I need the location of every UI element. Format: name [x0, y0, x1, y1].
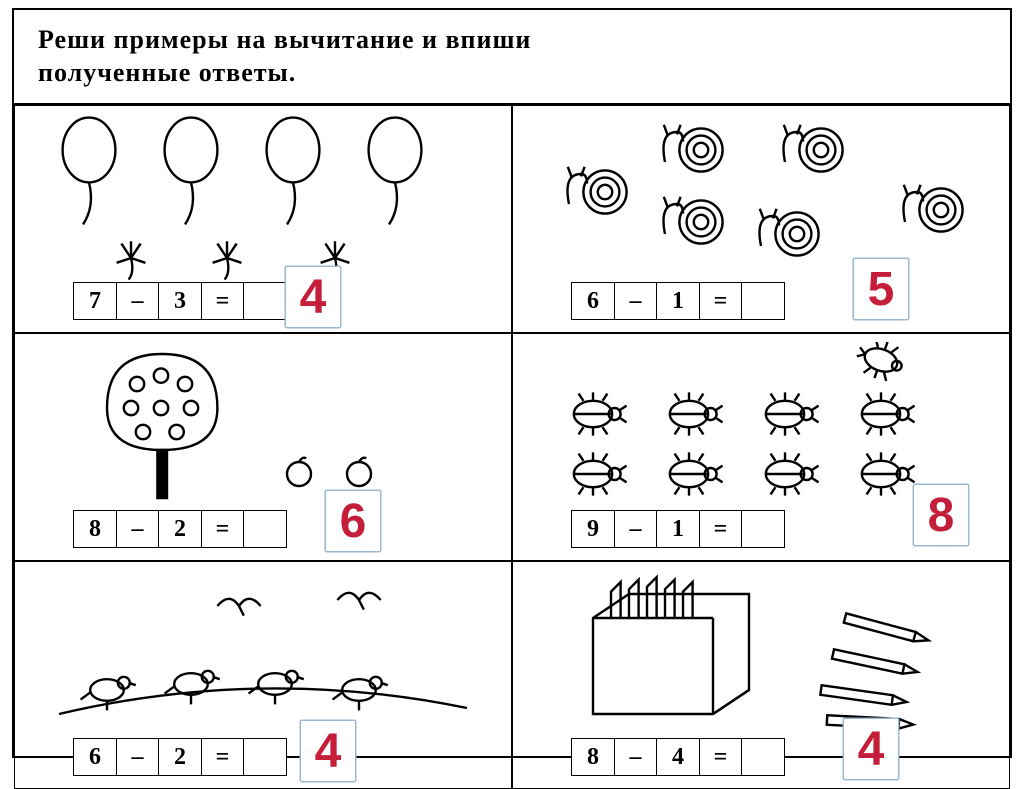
- snails-icon: [521, 114, 1001, 282]
- operand-a: 6: [571, 282, 615, 320]
- operator: –: [614, 282, 658, 320]
- operator: –: [116, 282, 160, 320]
- operand-a: 7: [73, 282, 117, 320]
- equation-row: 8 – 2 =: [73, 510, 503, 548]
- equals: =: [201, 510, 245, 548]
- operand-b: 4: [656, 738, 700, 776]
- balloons-icon: [23, 114, 503, 282]
- answer-card[interactable]: 4: [300, 720, 356, 782]
- operand-b: 1: [656, 510, 700, 548]
- answer-blank[interactable]: [243, 282, 287, 320]
- equals: =: [699, 510, 743, 548]
- equals: =: [699, 282, 743, 320]
- operand-b: 1: [656, 282, 700, 320]
- apple-tree-icon: [23, 342, 503, 510]
- equation-row: 6 – 1 =: [571, 282, 1001, 320]
- answer-value: 5: [868, 262, 895, 317]
- problem-cell-snails: 6 – 1 = 5: [512, 105, 1010, 333]
- operand-b: 3: [158, 282, 202, 320]
- operand-a: 6: [73, 738, 117, 776]
- answer-value: 4: [300, 270, 327, 325]
- birds-icon: [23, 570, 503, 738]
- operator: –: [116, 738, 160, 776]
- problems-grid: 7 – 3 = 4: [14, 105, 1010, 789]
- operand-b: 2: [158, 738, 202, 776]
- problem-cell-apples: 8 – 2 = 6: [14, 333, 512, 561]
- answer-card[interactable]: 8: [913, 484, 969, 546]
- birds-picture: [23, 570, 503, 738]
- answer-value: 4: [315, 724, 342, 779]
- equation-row: 8 – 4 =: [571, 738, 1001, 776]
- instruction-text: Реши примеры на вычитание и впиши получе…: [14, 10, 1010, 105]
- instruction-line-2: полученные ответы.: [38, 58, 296, 87]
- problem-cell-birds: 6 – 2 = 4: [14, 561, 512, 789]
- answer-blank[interactable]: [741, 282, 785, 320]
- equals: =: [201, 282, 245, 320]
- problem-cell-balloons: 7 – 3 = 4: [14, 105, 512, 333]
- answer-blank[interactable]: [243, 510, 287, 548]
- answer-blank[interactable]: [741, 738, 785, 776]
- operand-a: 9: [571, 510, 615, 548]
- answer-value: 4: [858, 722, 885, 777]
- answer-card[interactable]: 4: [843, 718, 899, 780]
- pencils-icon: [521, 570, 1001, 738]
- problem-cell-pencils: 8 – 4 = 4: [512, 561, 1010, 789]
- answer-blank[interactable]: [243, 738, 287, 776]
- answer-value: 8: [928, 488, 955, 543]
- answer-card[interactable]: 4: [285, 266, 341, 328]
- equation-row: 6 – 2 =: [73, 738, 503, 776]
- operand-a: 8: [73, 510, 117, 548]
- answer-card[interactable]: 6: [325, 490, 381, 552]
- answer-value: 6: [340, 494, 367, 549]
- answer-blank[interactable]: [741, 510, 785, 548]
- pencils-picture: [521, 570, 1001, 738]
- operator: –: [614, 510, 658, 548]
- snails-picture: [521, 114, 1001, 282]
- operator: –: [116, 510, 160, 548]
- equals: =: [699, 738, 743, 776]
- apples-picture: [23, 342, 503, 510]
- instruction-line-1: Реши примеры на вычитание и впиши: [38, 25, 531, 54]
- problem-cell-beetles: 9 – 1 = 8: [512, 333, 1010, 561]
- equals: =: [201, 738, 245, 776]
- operator: –: [614, 738, 658, 776]
- operand-a: 8: [571, 738, 615, 776]
- answer-card[interactable]: 5: [853, 258, 909, 320]
- balloons-picture: [23, 114, 503, 282]
- worksheet-frame: Реши примеры на вычитание и впиши получе…: [12, 8, 1012, 758]
- operand-b: 2: [158, 510, 202, 548]
